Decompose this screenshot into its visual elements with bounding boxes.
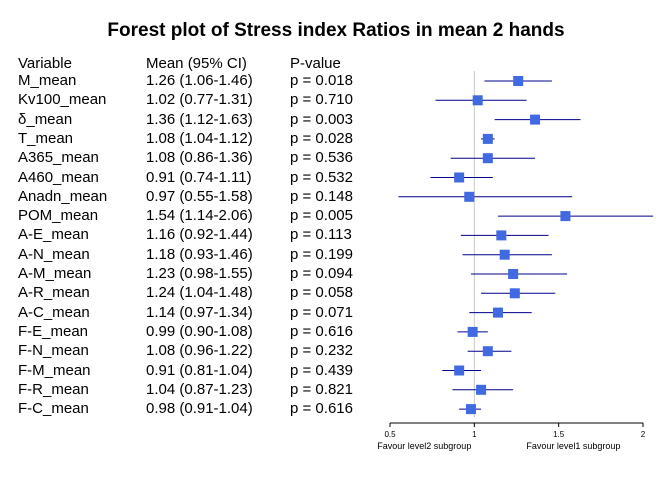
row-mean-ci: 1.26 (1.06-1.46)	[146, 72, 253, 89]
x-tick-label: 1	[472, 430, 477, 439]
favour-left-label: Favour level2 subgroup	[377, 441, 471, 451]
point-estimate	[482, 153, 493, 164]
row-variable-name: Anadn_mean	[18, 187, 108, 205]
point-estimate	[492, 307, 503, 318]
row-pvalue: p = 0.616	[290, 400, 353, 418]
row-mean-ci: 1.08 (1.04-1.12)	[146, 129, 253, 147]
row-mean-ci: 0.91 (0.74-1.11)	[146, 168, 252, 186]
row-mean-ci: 1.23 (0.98-1.55)	[146, 265, 253, 282]
row-mean-ci: 1.08 (0.96-1.22)	[146, 342, 253, 360]
row-mean-ci: 0.91 (0.81-1.04)	[146, 361, 253, 379]
row-variable-name: A460_mean	[18, 168, 99, 186]
row-mean-ci: 1.16 (0.92-1.44)	[146, 226, 253, 244]
point-estimate	[496, 230, 507, 241]
row-variable-name: T_mean	[18, 129, 74, 147]
row-pvalue: p = 0.113	[290, 226, 352, 244]
x-tick-label: 1.5	[553, 430, 565, 439]
row-variable-name: POM_mean	[18, 207, 99, 225]
row-variable-name: A-M_mean	[18, 265, 92, 282]
row-pvalue: p = 0.071	[290, 303, 353, 321]
point-estimate	[472, 95, 483, 106]
point-estimate	[499, 249, 510, 260]
column-header-mean-ci: Mean (95% CI)	[146, 55, 247, 72]
row-pvalue: p = 0.616	[290, 322, 353, 340]
row-pvalue: p = 0.532	[290, 168, 353, 186]
row-mean-ci: 1.08 (0.86-1.36)	[146, 149, 253, 167]
row-variable-name: A-C_mean	[18, 303, 90, 321]
row-variable-name: A-R_mean	[18, 284, 90, 302]
point-estimate	[482, 346, 493, 357]
row-variable-name: A-E_mean	[18, 226, 89, 244]
point-estimate	[467, 326, 478, 337]
point-estimate	[530, 114, 541, 125]
row-pvalue: p = 0.094	[290, 265, 353, 282]
row-pvalue: p = 0.710	[290, 91, 353, 109]
row-mean-ci: 1.18 (0.93-1.46)	[146, 245, 253, 263]
row-variable-name: F-N_mean	[18, 342, 89, 360]
row-variable-name: δ_mean	[18, 110, 73, 128]
point-estimate	[513, 76, 524, 86]
column-header-variable: Variable	[18, 55, 72, 72]
point-estimate	[560, 211, 571, 222]
row-pvalue: p = 0.018	[290, 72, 353, 89]
row-pvalue: p = 0.005	[290, 207, 353, 225]
column-header-pvalue: P-value	[290, 55, 341, 72]
row-variable-name: F-E_mean	[18, 322, 89, 340]
favour-right-label: Favour level1 subgroup	[526, 441, 620, 451]
row-variable-name: A-N_mean	[18, 245, 90, 263]
point-estimate	[465, 404, 476, 415]
x-tick-label: 2	[641, 430, 646, 439]
row-mean-ci: 0.99 (0.90-1.08)	[146, 322, 253, 340]
row-mean-ci: 0.98 (0.91-1.04)	[146, 400, 253, 418]
point-estimate	[464, 191, 475, 202]
chart-title: Forest plot of Stress index Ratios in me…	[107, 20, 565, 41]
point-estimate	[454, 365, 465, 376]
row-pvalue: p = 0.439	[290, 361, 353, 379]
row-pvalue: p = 0.003	[290, 110, 353, 128]
point-estimate	[508, 269, 519, 279]
point-estimate	[509, 288, 520, 299]
row-pvalue: p = 0.058	[290, 284, 353, 302]
row-variable-name: Kv100_mean	[18, 91, 107, 109]
row-mean-ci: 1.02 (0.77-1.31)	[146, 91, 253, 109]
row-pvalue: p = 0.821	[290, 380, 353, 398]
x-tick-label: 0.5	[384, 430, 396, 439]
row-pvalue: p = 0.199	[290, 245, 353, 263]
row-mean-ci: 1.36 (1.12-1.63)	[146, 110, 253, 128]
row-mean-ci: 1.54 (1.14-2.06)	[146, 207, 253, 225]
row-mean-ci: 0.97 (0.55-1.58)	[146, 187, 253, 205]
row-variable-name: F-M_mean	[18, 361, 91, 379]
row-mean-ci: 1.24 (1.04-1.48)	[146, 284, 253, 302]
row-pvalue: p = 0.536	[290, 149, 353, 167]
point-estimate	[476, 384, 487, 395]
row-pvalue: p = 0.232	[290, 342, 353, 360]
row-variable-name: A365_mean	[18, 149, 99, 167]
row-variable-name: F-C_mean	[18, 400, 89, 418]
row-variable-name: F-R_mean	[18, 380, 89, 398]
point-estimate	[454, 172, 465, 183]
row-pvalue: p = 0.148	[290, 187, 353, 205]
row-mean-ci: 1.14 (0.97-1.34)	[146, 303, 253, 321]
row-mean-ci: 1.04 (0.87-1.23)	[146, 380, 253, 398]
point-estimate	[482, 133, 493, 144]
row-variable-name: M_mean	[18, 72, 77, 89]
row-pvalue: p = 0.028	[290, 129, 353, 147]
